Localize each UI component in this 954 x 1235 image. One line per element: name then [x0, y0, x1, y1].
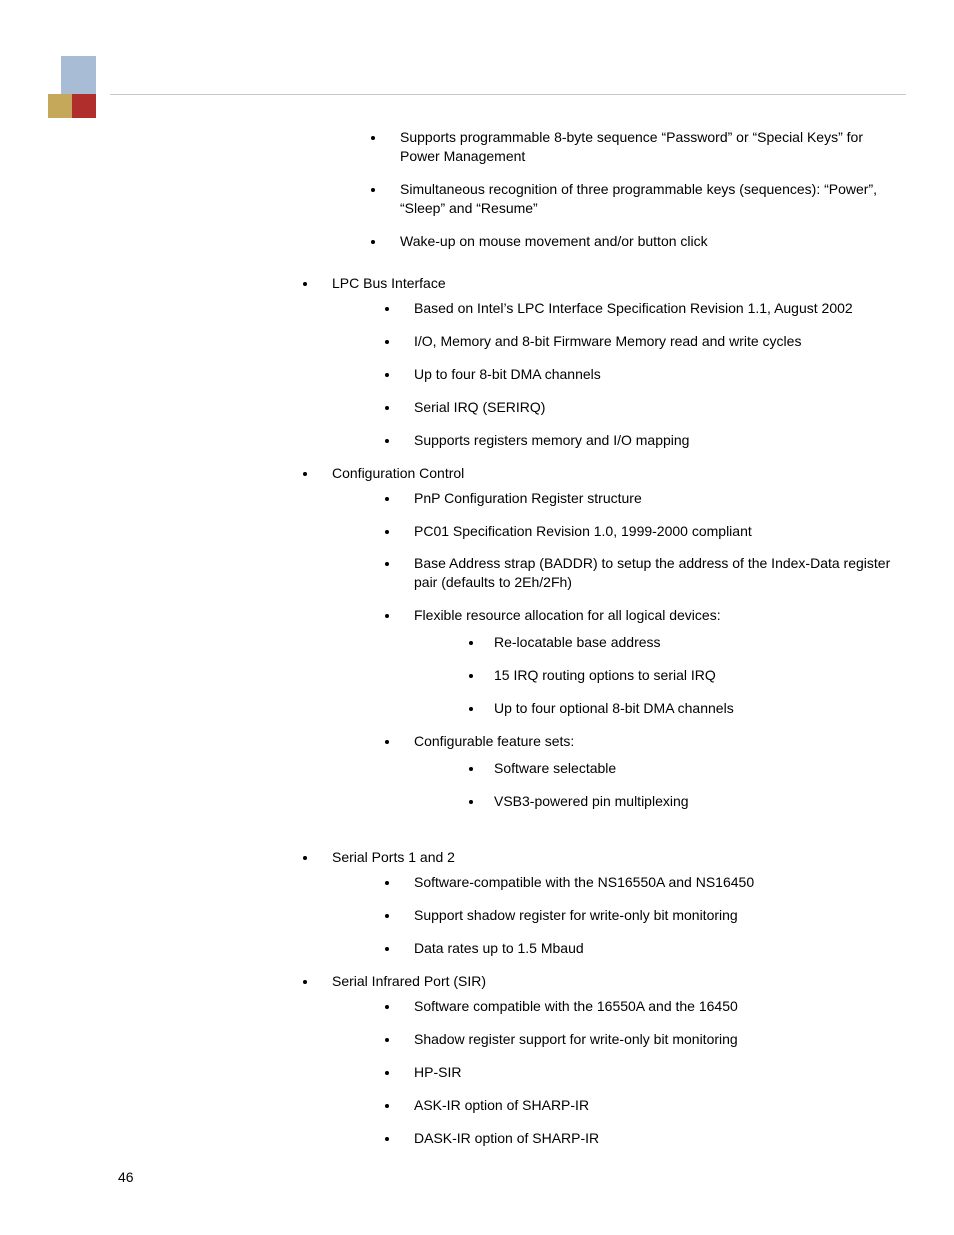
list-item-text: I/O, Memory and 8-bit Firmware Memory re…: [414, 333, 801, 349]
list-item-text: HP-SIR: [414, 1064, 461, 1080]
logo: [48, 56, 96, 118]
list-item-text: ASK-IR option of SHARP-IR: [414, 1097, 589, 1113]
section-title: Configuration Control PnP Configuration R…: [318, 464, 906, 811]
section-items: PnP Configuration Register structure PC01…: [332, 489, 906, 811]
list-item-text: Shadow register support for write-only b…: [414, 1031, 738, 1047]
list-item: Flexible resource allocation for all log…: [400, 606, 906, 718]
list-item: HP-SIR: [400, 1063, 906, 1082]
header-rule: [110, 94, 906, 95]
section-items: Based on Intel’s LPC Interface Specifica…: [332, 299, 906, 449]
list-item: Shadow register support for write-only b…: [400, 1030, 906, 1049]
list-item-text: Up to four 8-bit DMA channels: [414, 366, 601, 382]
list-item: Simultaneous recognition of three progra…: [386, 180, 906, 218]
section-title-text: LPC Bus Interface: [332, 275, 446, 291]
sub-items: Re-locatable base address 15 IRQ routing …: [414, 633, 906, 718]
list-item-text: Supports registers memory and I/O mappin…: [414, 432, 689, 448]
list-item: DASK-IR option of SHARP-IR: [400, 1129, 906, 1148]
list-item: Software compatible with the 16550A and …: [400, 997, 906, 1016]
section: Configuration Control PnP Configuration R…: [118, 464, 906, 811]
section-title-text: Configuration Control: [332, 465, 464, 481]
list-item-text: Data rates up to 1.5 Mbaud: [414, 940, 584, 956]
page: Supports programmable 8-byte sequence “P…: [0, 0, 954, 1235]
list-item-text: Configurable feature sets:: [414, 733, 574, 749]
list-item: 15 IRQ routing options to serial IRQ: [484, 666, 906, 685]
list-item-text: DASK-IR option of SHARP-IR: [414, 1130, 599, 1146]
section-gap: [118, 824, 906, 848]
list-item: Re-locatable base address: [484, 633, 906, 652]
list-item-text: Base Address strap (BADDR) to setup the …: [414, 555, 890, 590]
section-title-text: Serial Infrared Port (SIR): [332, 973, 486, 989]
list-item: Data rates up to 1.5 Mbaud: [400, 939, 906, 958]
list-item: VSB3-powered pin multiplexing: [484, 792, 906, 811]
sub-items: Software selectable VSB3-powered pin mult…: [414, 759, 906, 811]
list-item-text: Software compatible with the 16550A and …: [414, 998, 738, 1014]
list-item: Based on Intel’s LPC Interface Specifica…: [400, 299, 906, 318]
section: Serial Ports 1 and 2 Software-compatible …: [118, 848, 906, 958]
list-item: Wake-up on mouse movement and/or button …: [386, 232, 906, 251]
list-item-text: Software-compatible with the NS16550A an…: [414, 874, 754, 890]
list-item: Software-compatible with the NS16550A an…: [400, 873, 906, 892]
list-item: PC01 Specification Revision 1.0, 1999-20…: [400, 522, 906, 541]
orphan-sublist: Supports programmable 8-byte sequence “P…: [118, 128, 906, 250]
list-item-text: PC01 Specification Revision 1.0, 1999-20…: [414, 523, 752, 539]
list-item: PnP Configuration Register structure: [400, 489, 906, 508]
section: Serial Infrared Port (SIR) Software compa…: [118, 972, 906, 1147]
page-number: 46: [118, 1169, 134, 1185]
list-item: Configurable feature sets: Software selec…: [400, 732, 906, 811]
content-body: Supports programmable 8-byte sequence “P…: [118, 128, 906, 1161]
section-items: Software compatible with the 16550A and …: [332, 997, 906, 1147]
list-item-text: Serial IRQ (SERIRQ): [414, 399, 545, 415]
list-item: Base Address strap (BADDR) to setup the …: [400, 554, 906, 592]
list-item: I/O, Memory and 8-bit Firmware Memory re…: [400, 332, 906, 351]
section-title: LPC Bus Interface Based on Intel’s LPC In…: [318, 274, 906, 449]
list-item: Up to four 8-bit DMA channels: [400, 365, 906, 384]
section-title-text: Serial Ports 1 and 2: [332, 849, 455, 865]
section-title: Serial Ports 1 and 2 Software-compatible …: [318, 848, 906, 958]
list-item-text: Support shadow register for write-only b…: [414, 907, 738, 923]
logo-block-red: [72, 94, 96, 118]
logo-block-tan: [48, 94, 72, 118]
section-title: Serial Infrared Port (SIR) Software compa…: [318, 972, 906, 1147]
list-item: Up to four optional 8-bit DMA channels: [484, 699, 906, 718]
list-item-text: Based on Intel’s LPC Interface Specifica…: [414, 300, 853, 316]
section: LPC Bus Interface Based on Intel’s LPC In…: [118, 274, 906, 449]
list-item: Supports registers memory and I/O mappin…: [400, 431, 906, 450]
list-item-text: PnP Configuration Register structure: [414, 490, 642, 506]
list-item: Software selectable: [484, 759, 906, 778]
section-items: Software-compatible with the NS16550A an…: [332, 873, 906, 958]
logo-block-blue: [61, 56, 96, 94]
list-item: Support shadow register for write-only b…: [400, 906, 906, 925]
list-item: Supports programmable 8-byte sequence “P…: [386, 128, 906, 166]
list-item: Serial IRQ (SERIRQ): [400, 398, 906, 417]
list-item: ASK-IR option of SHARP-IR: [400, 1096, 906, 1115]
list-item-text: Flexible resource allocation for all log…: [414, 607, 721, 623]
